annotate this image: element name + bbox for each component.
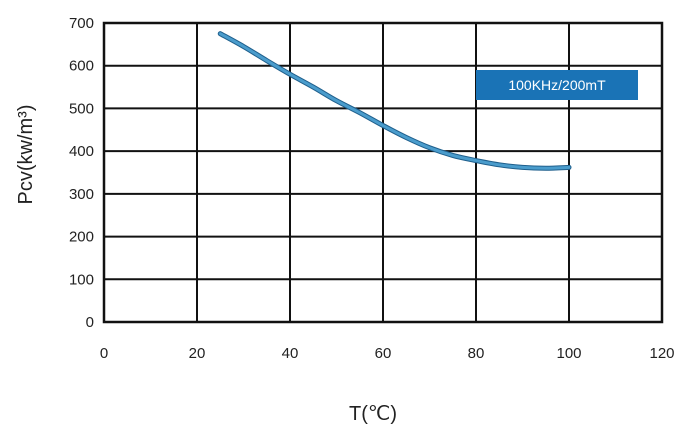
y-tick-label: 100	[69, 271, 94, 288]
grid	[102, 21, 664, 324]
y-tick-label: 700	[69, 15, 94, 32]
series-layer	[217, 31, 572, 171]
x-tick-label: 60	[375, 345, 392, 362]
x-axis-title: T(℃)	[349, 403, 397, 425]
tick-labels: 0 100 200 300 400 500 600 700 0 20 40 60 80 100 120	[69, 15, 675, 362]
y-tick-label: 200	[69, 229, 94, 246]
x-tick-label: 120	[649, 345, 674, 362]
legend: 100KHz/200mT	[476, 70, 638, 100]
series-line	[218, 32, 571, 170]
y-tick-label: 300	[69, 186, 94, 203]
series-line-outline	[217, 31, 572, 171]
y-tick-label: 500	[69, 100, 94, 117]
y-tick-label: 400	[69, 143, 94, 160]
y-tick-label: 600	[69, 58, 94, 75]
y-tick-label: 0	[86, 314, 94, 331]
y-axis-title: Pcv(kw/m³)	[15, 105, 37, 205]
x-tick-label: 80	[468, 345, 485, 362]
x-tick-label: 40	[282, 345, 299, 362]
plot-frame	[102, 21, 664, 324]
x-tick-label: 100	[556, 345, 581, 362]
legend-label: 100KHz/200mT	[508, 77, 606, 93]
legend-box	[476, 70, 638, 100]
x-tick-label: 20	[189, 345, 206, 362]
x-tick-label: 0	[100, 345, 108, 362]
